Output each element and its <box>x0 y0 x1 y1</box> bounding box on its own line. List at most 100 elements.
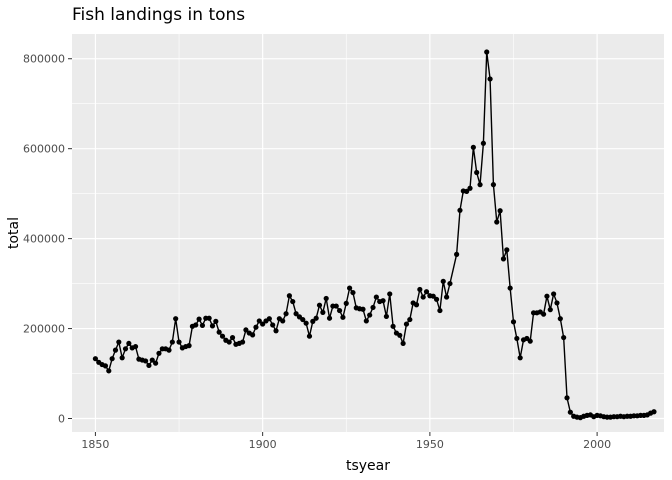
data-point <box>326 315 333 321</box>
data-point <box>367 312 373 318</box>
data-point <box>547 307 553 313</box>
data-point <box>370 304 376 311</box>
x-tick-label: 1950 <box>416 438 444 451</box>
data-point <box>400 340 406 347</box>
data-point <box>260 321 266 327</box>
data-point <box>403 321 410 327</box>
data-point <box>564 395 570 401</box>
x-tick-label: 1850 <box>81 438 109 451</box>
data-point <box>500 256 507 262</box>
data-point <box>551 291 557 297</box>
data-point <box>480 140 486 146</box>
data-point <box>494 219 500 225</box>
data-point <box>196 316 202 322</box>
data-point <box>417 286 423 293</box>
data-point <box>156 350 162 356</box>
data-point <box>109 356 115 362</box>
data-point <box>280 318 286 324</box>
data-point <box>119 355 125 361</box>
data-point <box>420 294 426 300</box>
data-point <box>454 251 460 257</box>
data-point <box>430 293 436 299</box>
x-axis-title: tsyear <box>346 458 390 474</box>
data-point <box>437 307 443 314</box>
data-point <box>126 340 132 347</box>
data-point <box>507 285 513 291</box>
data-point <box>290 298 296 305</box>
data-point <box>477 182 483 188</box>
data-point <box>347 285 353 291</box>
data-point <box>490 182 497 188</box>
data-point <box>540 311 547 317</box>
data-point <box>169 339 175 345</box>
data-point <box>176 339 182 345</box>
data-point <box>517 355 523 361</box>
data-point <box>387 291 393 297</box>
data-point <box>350 289 356 296</box>
data-point <box>186 343 192 349</box>
data-point <box>470 144 476 150</box>
data-point <box>557 316 563 322</box>
data-point <box>153 360 159 366</box>
data-point <box>313 315 319 321</box>
data-point <box>142 358 149 364</box>
data-point <box>270 322 276 328</box>
series-points <box>92 49 657 421</box>
data-point <box>333 303 339 309</box>
data-point <box>229 334 236 341</box>
data-point <box>527 338 533 344</box>
y-tick-label: 800000 <box>23 53 65 66</box>
y-tick-label: 600000 <box>23 143 65 156</box>
data-point <box>407 316 413 323</box>
data-point <box>166 347 172 353</box>
data-point <box>514 335 520 342</box>
data-point <box>484 49 490 55</box>
data-point <box>216 329 222 335</box>
data-point <box>206 315 212 321</box>
data-point <box>413 302 420 308</box>
data-point <box>343 300 349 306</box>
data-point <box>112 347 119 353</box>
data-point <box>544 293 550 299</box>
y-tick-label: 200000 <box>23 323 65 336</box>
data-point <box>323 295 329 302</box>
data-point <box>243 327 249 333</box>
data-point <box>239 339 246 345</box>
data-point <box>561 334 567 341</box>
data-point <box>219 333 226 339</box>
data-point <box>273 328 279 334</box>
data-point <box>474 169 480 176</box>
data-point <box>457 207 463 213</box>
x-axis: 1850 1900 1950 2000 <box>81 432 611 451</box>
y-tick-label: 0 <box>58 413 65 426</box>
data-point <box>467 185 473 191</box>
data-point <box>380 298 386 304</box>
x-tick-label: 2000 <box>583 438 611 451</box>
data-point <box>383 313 389 320</box>
data-point <box>226 339 232 345</box>
x-tick-label: 1900 <box>249 438 277 451</box>
data-point <box>360 306 366 312</box>
data-point <box>146 362 152 369</box>
data-point <box>390 323 396 329</box>
data-point <box>397 332 403 338</box>
plot-panel <box>72 34 664 432</box>
data-point <box>444 294 450 300</box>
data-point <box>300 316 306 323</box>
data-point <box>102 363 109 369</box>
data-point <box>510 319 517 325</box>
data-point <box>433 296 440 302</box>
data-point <box>303 320 309 326</box>
data-point <box>286 293 292 299</box>
data-point <box>250 332 256 338</box>
data-point <box>122 346 129 352</box>
data-point <box>423 289 430 295</box>
data-point <box>487 76 493 82</box>
y-axis-title: total <box>6 217 22 249</box>
data-point <box>651 409 657 415</box>
y-axis: 0 200000 400000 600000 800000 <box>23 53 72 426</box>
data-point <box>132 343 139 350</box>
data-point <box>336 307 343 314</box>
data-point <box>497 208 503 214</box>
